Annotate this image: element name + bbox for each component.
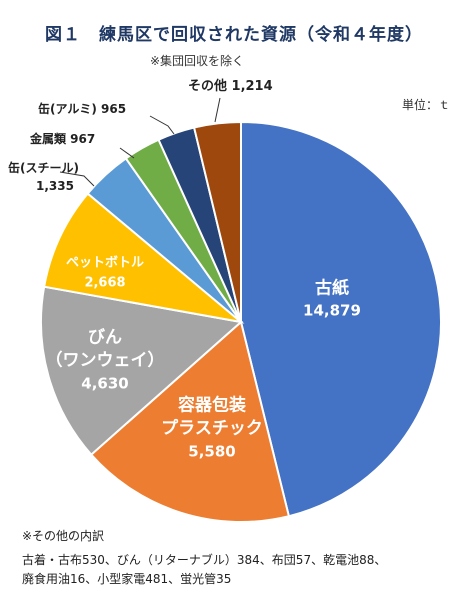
slice-value-bin: 4,630 — [81, 375, 128, 393]
notes-line-1: 古着・古布530、びん（リターナブル）384、布団57、乾電池88、 — [22, 553, 387, 567]
leader-line-alumi — [149, 115, 175, 135]
pie-slice-bin — [40, 285, 244, 457]
slice-value-koshi: 14,879 — [303, 302, 361, 320]
notes-heading: ※その他の内訳 — [22, 529, 105, 543]
pie-slice-other — [192, 120, 242, 323]
chart-subtitle: ※集団回収を除く — [150, 54, 245, 68]
slice-value-pet: 2,668 — [84, 276, 125, 291]
slice-value-plastic: 5,580 — [188, 443, 235, 461]
slice-label-koshi: 古紙 — [315, 278, 349, 299]
leader-line-steel — [59, 171, 95, 187]
pie-slice-plastic — [89, 320, 291, 523]
slice-label-plastic: 容器包装 — [178, 395, 246, 416]
slice-label-plastic: プラスチック — [161, 418, 263, 439]
slice-label-bin: びん — [88, 328, 122, 348]
slice-label-alumi: 缶(アルミ) 965 — [38, 101, 126, 116]
slice-label-metal: 金属類 967 — [29, 131, 95, 146]
slice-value-steel: 1,335 — [36, 179, 74, 193]
unit-label: 単位：ｔ — [401, 98, 450, 112]
slice-label-bin: （ワンウェイ） — [46, 350, 165, 371]
pie-slice-koshi — [240, 120, 443, 518]
chart-title: 図１ 練馬区で回収された資源（令和４年度） — [45, 25, 423, 45]
slice-label-pet: ペットボトル — [66, 255, 144, 271]
pie-slice-pet — [42, 192, 245, 324]
slice-label-steel: 缶(スチール) — [8, 160, 79, 175]
slice-label-other: その他 1,214 — [188, 78, 273, 94]
leader-line-metal — [119, 147, 135, 159]
notes-line-2: 廃食用油16、小型家電481、蛍光管35 — [22, 572, 232, 586]
leader-line-other — [214, 97, 221, 123]
